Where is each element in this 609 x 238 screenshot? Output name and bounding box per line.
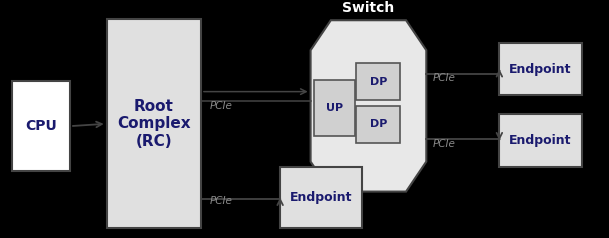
Bar: [107, 19, 201, 228]
Text: UP: UP: [326, 103, 343, 113]
Bar: [280, 167, 362, 228]
Polygon shape: [311, 20, 426, 192]
Text: PCIe: PCIe: [210, 101, 233, 111]
Text: Endpoint: Endpoint: [509, 134, 572, 147]
Text: PCIe: PCIe: [432, 139, 456, 149]
Bar: [356, 106, 400, 143]
Text: Root
Complex
(RC): Root Complex (RC): [117, 99, 191, 149]
Bar: [12, 81, 70, 171]
Text: CPU: CPU: [25, 119, 57, 133]
Text: Switch: Switch: [342, 1, 395, 15]
Bar: [499, 114, 582, 167]
Text: Endpoint: Endpoint: [509, 63, 572, 75]
Text: PCIe: PCIe: [210, 196, 233, 206]
Text: DP: DP: [370, 76, 387, 87]
Bar: [499, 43, 582, 95]
Text: Endpoint: Endpoint: [290, 191, 353, 204]
Bar: [314, 80, 355, 136]
Text: DP: DP: [370, 119, 387, 129]
Text: PCIe: PCIe: [432, 73, 456, 83]
Bar: [356, 63, 400, 100]
